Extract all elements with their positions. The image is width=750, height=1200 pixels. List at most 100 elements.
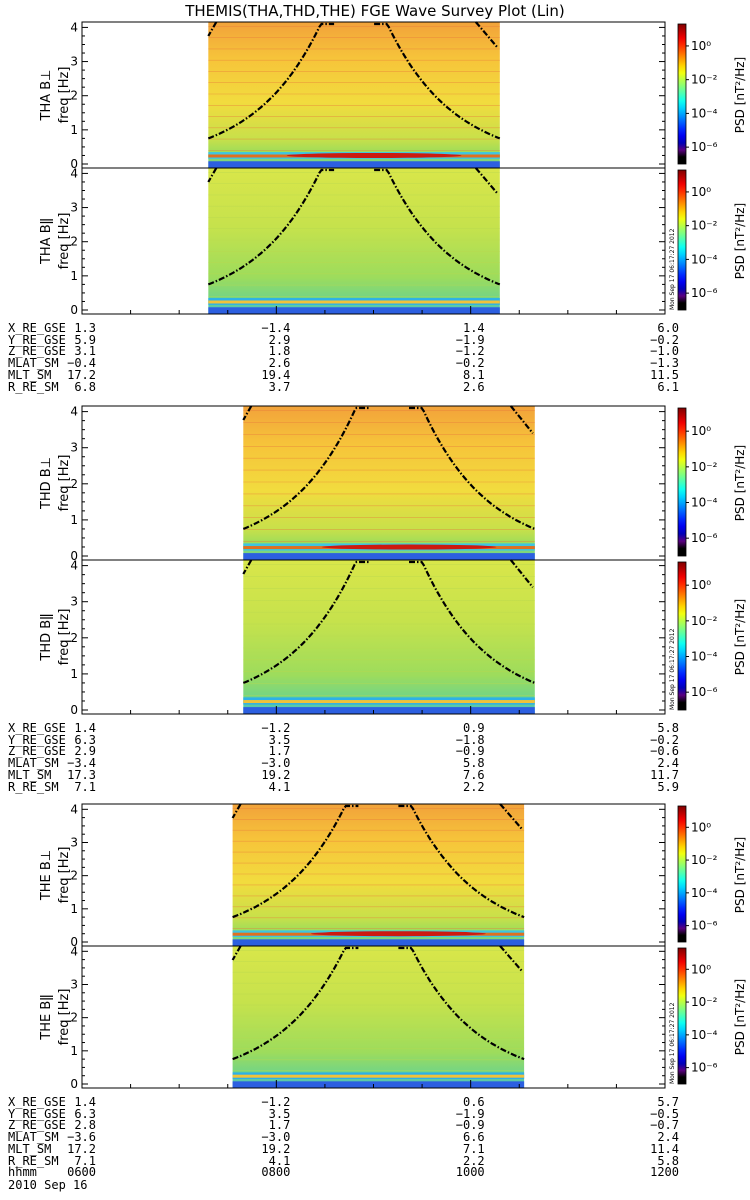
colorbar-gradient: [677, 23, 687, 165]
ephemeris-label: X_RE_GSE: [8, 721, 66, 735]
y-tick-label: 2: [70, 631, 78, 645]
spectrogram: [243, 560, 535, 714]
dc-band: [243, 553, 535, 560]
ephemeris-value: 5.8: [657, 1153, 679, 1168]
panel-ylabel: THD B⊥: [39, 457, 54, 510]
ephemeris-value: −0.4: [67, 356, 96, 371]
power-peak: [310, 931, 486, 937]
ephemeris-value: 11.4: [650, 1141, 679, 1156]
ephemeris-value: 17.2: [67, 367, 96, 382]
ephemeris-value: 6.3: [74, 1106, 96, 1121]
ephemeris-value: 1.7: [268, 1118, 291, 1133]
ephemeris-value: 11.7: [650, 767, 679, 782]
y-tick-label: 0: [70, 1077, 78, 1091]
ephemeris-label: MLT_SM: [8, 767, 52, 782]
y-tick-label: 3: [70, 977, 78, 991]
colorbar: 10⁰ 10⁻² 10⁻⁴ 10⁻⁶ PSD [nT²/Hz] Mon Sep 17 06…: [669, 561, 747, 711]
cyclotron-curve: [232, 946, 359, 1061]
ephemeris-value: −0.2: [455, 356, 485, 371]
y-tick-label: 1: [70, 667, 78, 681]
colorbar-tick-label: 10⁻⁴: [691, 496, 718, 510]
ephemeris-value: 17.3: [67, 767, 96, 782]
ephemeris-value: −0.2: [650, 332, 679, 347]
y-tick-label: 1: [70, 513, 78, 527]
ephemeris-value: 1.7: [268, 744, 291, 759]
ephemeris-label: R_RE_SM: [8, 1153, 59, 1168]
colorbar-tick-label: 10⁰: [691, 962, 711, 976]
ephemeris-value: −1.2: [261, 1095, 291, 1109]
colorbar-tick-label: 10⁰: [691, 185, 711, 199]
spectrogram: [232, 946, 525, 1088]
y-tick-label: 4: [70, 20, 78, 34]
panel-tha-perp: 0 1 2 3 4 THA B⊥ freq [Hz] 10⁰ 10⁻² 10⁻⁴ 10⁻⁶ PSD […: [39, 20, 747, 171]
cyclotron-curve-edge: [207, 167, 218, 183]
colorbar-gradient: [677, 561, 687, 711]
ephemeris-value: 1.8: [268, 344, 291, 359]
colorbar-tick-label: 10⁻²: [691, 614, 718, 628]
lowfreq-line: [243, 700, 535, 704]
colorbar-tick-label: 10⁰: [691, 39, 711, 53]
colorbar-label: PSD [nT²/Hz]: [733, 57, 747, 133]
ephemeris-value: 7.6: [462, 767, 485, 782]
panel-the-perp: 0 1 2 3 4 THE B⊥ freq [Hz] 10⁰ 10⁻² 10⁻⁴ 10⁻⁶ PSD […: [39, 802, 747, 949]
dc-band: [243, 707, 535, 714]
dc-band: [232, 939, 525, 946]
ephemeris-value: 3.5: [268, 1106, 291, 1121]
timestamp-stamp: Mon Sep 17 06:17:27 2012: [669, 628, 676, 710]
y-tick-label: 4: [70, 405, 78, 419]
dc-band: [232, 1081, 525, 1088]
ephemeris-value: 6.1: [657, 379, 679, 394]
ephemeris-value: −1.2: [261, 721, 291, 735]
ephemeris-value: 2.9: [268, 332, 291, 347]
panel-thd-perp: 0 1 2 3 4 THD B⊥ freq [Hz] 10⁰ 10⁻² 10⁻⁴ 10⁻⁶ PSD […: [39, 405, 747, 563]
ephemeris-label: Z_RE_GSE: [8, 744, 66, 759]
colorbar-tick-label: 10⁻⁴: [691, 106, 718, 120]
colorbar-gradient: [677, 947, 687, 1085]
ephemeris-value: 5.9: [657, 779, 679, 794]
colorbar-gradient: [677, 805, 687, 943]
ephemeris-value: 2.6: [462, 379, 485, 394]
colorbar-tick-label: 10⁻⁶: [691, 286, 718, 300]
colorbar-tick-label: 10⁻⁴: [691, 650, 718, 664]
ephemeris-label: Y_RE_GSE: [8, 732, 66, 747]
y-tick-label: 4: [70, 802, 78, 816]
ephemeris-value: 8.1: [462, 367, 485, 382]
colorbar-tick-label: 10⁻⁶: [691, 531, 718, 545]
y-tick-label: 4: [70, 944, 78, 958]
cyclotron-curve: [207, 22, 335, 140]
ephemeris-value: 2.8: [74, 1118, 96, 1133]
ephemeris-value: 2.2: [462, 779, 485, 794]
cyclotron-curve: [232, 804, 359, 919]
ephemeris-value: −3.6: [67, 1130, 96, 1145]
cyclotron-curve-edge: [499, 945, 523, 972]
ephemeris-label: MLAT_SM: [8, 756, 59, 771]
ephemeris-value: 1.4: [74, 721, 96, 735]
ephemeris-label: Y_RE_GSE: [8, 332, 66, 347]
colorbar-tick-label: 10⁻⁶: [691, 140, 718, 154]
dc-band: [208, 161, 500, 168]
colorbar-label: PSD [nT²/Hz]: [733, 837, 747, 913]
colorbar-tick-label: 10⁻⁶: [691, 919, 718, 933]
y-tick-label: 1: [70, 123, 78, 137]
cyclotron-curve-edge: [509, 405, 534, 434]
colorbar-tick-label: 10⁻²: [691, 995, 718, 1009]
ephemeris-value: −0.6: [650, 744, 679, 759]
timestamp-stamp: Mon Sep 17 06:17:27 2012: [669, 228, 676, 310]
ephemeris-value: −1.3: [650, 356, 679, 371]
ephemeris-value: 5.8: [462, 756, 485, 771]
ephemeris-value: 7.1: [74, 1153, 96, 1168]
cyclotron-curve: [242, 406, 369, 530]
power-peak: [321, 544, 497, 550]
ephemeris-label: Z_RE_GSE: [8, 344, 66, 359]
colorbar-label: PSD [nT²/Hz]: [733, 979, 747, 1055]
ephemeris-value: −1.2: [455, 344, 485, 359]
colorbar: 10⁰ 10⁻² 10⁻⁴ 10⁻⁶ PSD [nT²/Hz]: [677, 407, 747, 557]
lowfreq-line: [208, 300, 500, 304]
colorbar-tick-label: 10⁻⁶: [691, 685, 718, 699]
ephemeris-label: MLT_SM: [8, 367, 52, 382]
ephemeris-label: MLT_SM: [8, 1141, 52, 1156]
power-peak: [286, 152, 462, 158]
ephemeris-label: R_RE_SM: [8, 779, 59, 794]
cyclotron-curve-edge: [242, 559, 253, 575]
panel-thd-par: 0 1 2 3 4 THD Bǁ freq [Hz] 10⁰ 10⁻² 10⁻⁴ 10⁻⁶ PSD […: [39, 559, 747, 717]
